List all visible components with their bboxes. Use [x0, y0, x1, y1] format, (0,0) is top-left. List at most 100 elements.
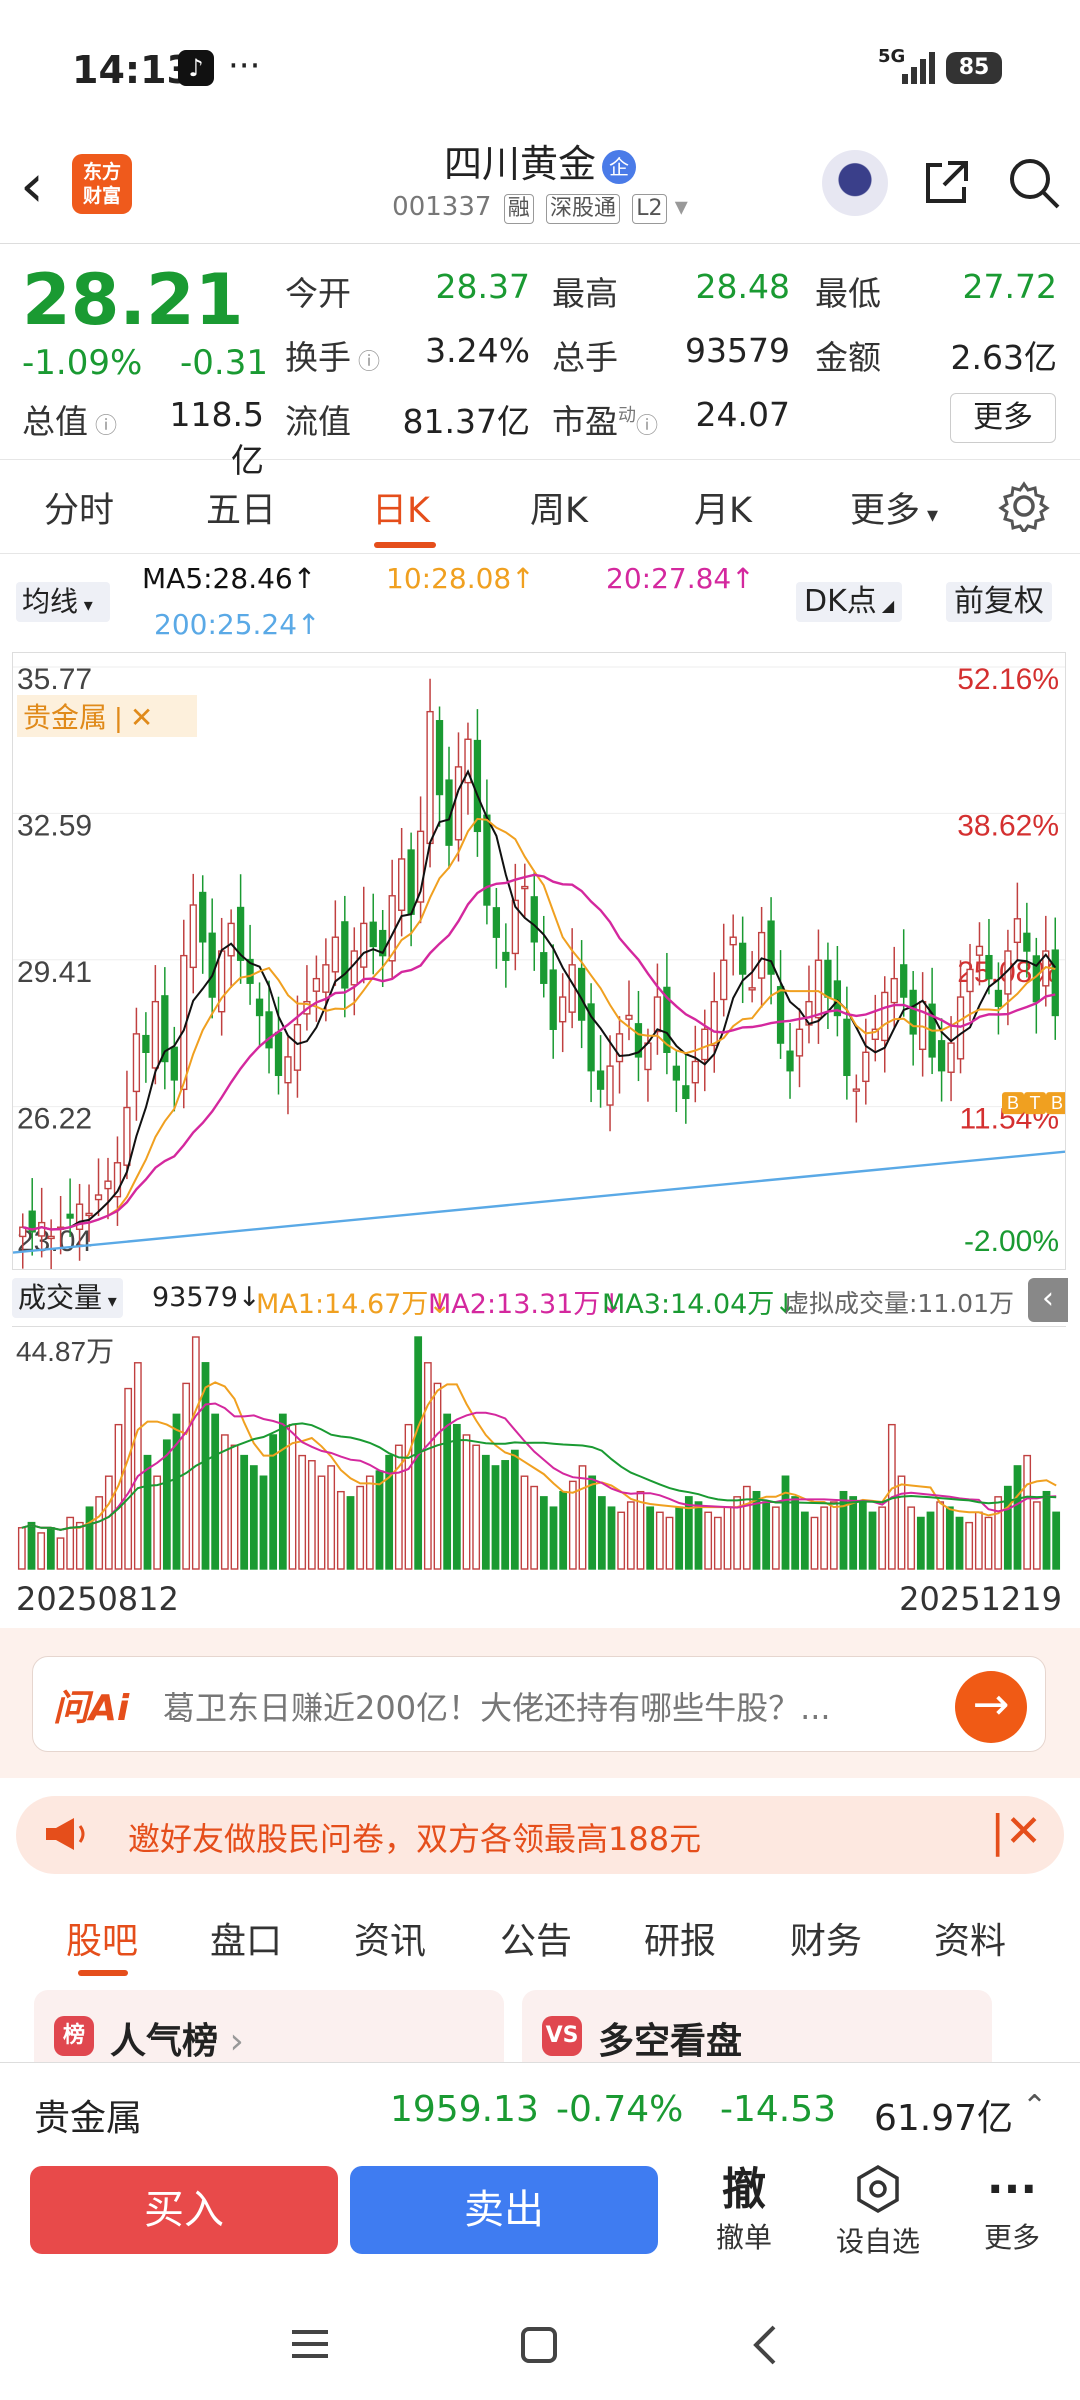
close-icon[interactable]: |✕ [990, 1806, 1042, 1857]
popularity-card[interactable]: 榜 人气榜 › [34, 1990, 504, 2062]
tab-more[interactable]: 更多 ▾ [850, 491, 939, 531]
open-value: 28.37 [435, 267, 530, 306]
candle-up [710, 1000, 718, 1047]
sector-change: -14.53 [720, 2089, 837, 2130]
candle-up [322, 964, 330, 993]
tab-finance[interactable]: 财务 [790, 1921, 863, 1962]
stock-header: ‹ 东方 财富 四川黄金企 001337 融 深股通 L2 ▾ [0, 140, 1080, 244]
start-date: 20250812 [16, 1580, 179, 1618]
tab-research[interactable]: 研报 [644, 1921, 717, 1962]
total-value-label: 总值 ⓘ [22, 402, 117, 441]
volume-bar-down [839, 1490, 848, 1570]
more-quote-button[interactable]: 更多 [950, 393, 1056, 443]
candle-up [104, 1180, 112, 1190]
volume-bar-down [452, 1423, 461, 1570]
tab-daily-k[interactable]: 日K [372, 491, 430, 531]
candle-down [483, 814, 491, 906]
trade-marker [1002, 1092, 1024, 1115]
dropdown-icon[interactable]: ▾ [674, 192, 688, 222]
cancel-order-button[interactable]: 撤 撤单 [694, 2164, 794, 2256]
trade-marker [1046, 1092, 1068, 1115]
candle-up [644, 1042, 652, 1071]
buy-button[interactable]: 买入 [30, 2166, 338, 2254]
bull-bear-card[interactable]: VS 多空看盘 [522, 1990, 992, 2062]
candle-up [47, 1235, 55, 1240]
volume-bar-down [211, 1413, 220, 1570]
active-tab-indicator [78, 1970, 128, 1976]
float-value: 81.37亿 [402, 402, 530, 441]
candle-down [634, 1023, 643, 1058]
sell-button[interactable]: 卖出 [350, 2166, 658, 2254]
tab-announcement[interactable]: 公告 [500, 1921, 573, 1962]
candle-up [85, 1212, 93, 1217]
volume-bar-up [578, 1465, 587, 1570]
ai-assistant-avatar[interactable] [822, 150, 888, 216]
candle-up [293, 1023, 302, 1071]
add-watchlist-button[interactable]: 设自选 [828, 2164, 928, 2260]
volume-bar-down [491, 1465, 500, 1570]
y-tick-label: 29.41 [17, 956, 92, 989]
tab-guba[interactable]: 股吧 [66, 1921, 139, 1962]
share-icon[interactable] [916, 153, 976, 213]
volume-bar-down [1013, 1465, 1022, 1570]
pct-tick-label: -2.00% [964, 1225, 1059, 1258]
candle-up [38, 1221, 46, 1237]
volume-bar-down [559, 1490, 568, 1570]
adjust-price-button[interactable]: 前复权 [946, 582, 1052, 622]
volume-bar-up [994, 1496, 1003, 1570]
tab-profile[interactable]: 资料 [934, 1921, 1007, 1962]
amount-label: 金额 [815, 338, 881, 377]
tab-intraday[interactable]: 分时 [44, 491, 115, 531]
back-nav-icon[interactable] [750, 2324, 780, 2366]
candle-down [994, 989, 1003, 1007]
volume-bar-down [597, 1496, 606, 1570]
arrow-right-icon[interactable]: → [955, 1671, 1027, 1743]
volume-bar-up [423, 1362, 432, 1570]
tab-weekly-k[interactable]: 周K [530, 491, 588, 531]
chevron-up-icon[interactable]: ⌃ [1022, 2089, 1048, 2124]
volume-bar-up [897, 1475, 906, 1570]
candle-down [824, 959, 832, 998]
search-icon[interactable] [1004, 153, 1064, 213]
ma-selector[interactable]: 均线 ▾ [16, 582, 110, 622]
volume-bar-down [607, 1506, 616, 1570]
volume-bar-down [481, 1454, 490, 1570]
volume-bar-down [955, 1516, 964, 1570]
stock-subtitle[interactable]: 001337 融 深股通 L2 ▾ [0, 192, 1080, 224]
candle-up [398, 858, 406, 911]
more-notifications-icon: ··· [228, 46, 261, 86]
menu-icon[interactable] [290, 2326, 330, 2362]
app-logo[interactable]: 东方 财富 [72, 154, 132, 214]
tab-pankou[interactable]: 盘口 [210, 1921, 283, 1962]
tab-five-day[interactable]: 五日 [206, 491, 277, 531]
kline-chart[interactable]: 35.7732.5929.4126.2223.0452.16%38.62%25.… [12, 652, 1068, 1270]
volume-bar-down [1052, 1511, 1061, 1570]
volume-bar-up [1032, 1501, 1041, 1570]
sector-index-bar[interactable]: 贵金属 1959.13 -0.74% -14.53 61.97亿 ⌃ [0, 2062, 1080, 2154]
volume-bar-up [124, 1387, 133, 1570]
candle-down [672, 1065, 680, 1081]
tab-monthly-k[interactable]: 月K [694, 491, 752, 531]
volume-bar-up [307, 1460, 316, 1570]
candle-down [1023, 932, 1031, 952]
volume-bar-up [288, 1423, 297, 1570]
settings-gear-icon[interactable] [998, 480, 1050, 532]
promo-banner[interactable]: 邀好友做股民问卷，双方各领最高188元 |✕ [16, 1796, 1064, 1874]
home-icon[interactable] [520, 2326, 558, 2364]
volume-bar-down [259, 1475, 268, 1570]
volume-chart[interactable]: 44.87万 [12, 1326, 1066, 1570]
volume-bar-up [704, 1511, 713, 1570]
volume-selector[interactable]: 成交量 ▾ [12, 1278, 123, 1318]
collapse-panel-icon[interactable]: ‹ [1028, 1278, 1068, 1322]
ma10-line [22, 817, 1056, 1231]
volume-bar-down [443, 1413, 452, 1570]
tab-news[interactable]: 资讯 [354, 1921, 427, 1962]
volume-bar-up [829, 1501, 838, 1570]
back-icon[interactable]: ‹ [20, 151, 44, 221]
dk-point-button[interactable]: DK点 ◢ [796, 582, 903, 622]
volume-legend: 成交量 ▾ 93579↓ MA1:14.67万↓ MA2:13.31万↓ MA3… [0, 1274, 1080, 1324]
candle-up [426, 710, 434, 845]
cancel-label: 撤单 [715, 2221, 772, 2254]
ai-question-box[interactable]: 问Ai 葛卫东日赚近200亿！大佬还持有哪些牛股？... → [32, 1656, 1046, 1752]
more-actions-button[interactable]: ··· 更多 [962, 2164, 1062, 2256]
